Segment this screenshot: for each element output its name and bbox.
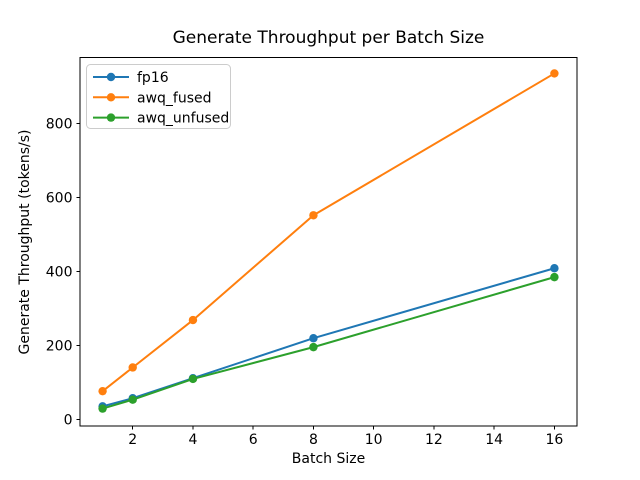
legend-box: [86, 64, 231, 129]
x-tick-label: 14: [485, 432, 503, 448]
y-tick-label: 400: [46, 265, 73, 281]
x-tick-label: 6: [249, 432, 258, 448]
series-line-awq_unfused: [102, 276, 555, 410]
x-tick-label: 4: [188, 432, 197, 448]
marker-awq_unfused: [309, 342, 318, 352]
legend-entry-awq_unfused: awq_unfused: [93, 111, 229, 127]
y-tick-label: 0: [64, 413, 73, 429]
legend-marker-icon: [106, 93, 116, 102]
marker-awq_unfused: [128, 395, 137, 404]
plot-border: [79, 57, 578, 427]
marker-awq_fused: [98, 386, 107, 396]
marker-awq_unfused: [188, 374, 198, 384]
marker-awq_unfused: [550, 272, 559, 282]
marker-awq_fused: [550, 69, 559, 78]
marker-awq_unfused: [98, 404, 107, 413]
legend-entry-fp16: fp16: [93, 70, 169, 86]
marker-fp16: [309, 334, 318, 343]
legend: fp16 awq_fused awq_unfused: [86, 64, 231, 129]
x-tick-label: 16: [545, 432, 563, 448]
legend-entry-awq_fused: awq_fused: [93, 90, 212, 106]
legend-marker-icon: [106, 113, 116, 122]
x-tick-label: 10: [365, 432, 383, 448]
legend-label: awq_fused: [137, 90, 212, 106]
y-tick-label: 600: [46, 190, 73, 206]
legend-label: awq_unfused: [137, 111, 229, 127]
x-tick-label: 2: [128, 432, 137, 448]
marker-awq_fused: [309, 211, 318, 220]
chart-title: Generate Throughput per Batch Size: [172, 28, 485, 48]
marker-awq_fused: [128, 363, 137, 372]
marker-awq_fused: [188, 315, 198, 325]
x-tick-label: 8: [309, 432, 318, 448]
marker-fp16: [550, 264, 559, 273]
x-tick-label: 12: [425, 432, 443, 448]
legend-label: fp16: [137, 70, 169, 86]
y-tick-label: 200: [46, 339, 73, 355]
x-axis-label: Batch Size: [291, 451, 366, 467]
y-tick-label: 800: [46, 116, 73, 132]
legend-marker-icon: [106, 72, 116, 82]
